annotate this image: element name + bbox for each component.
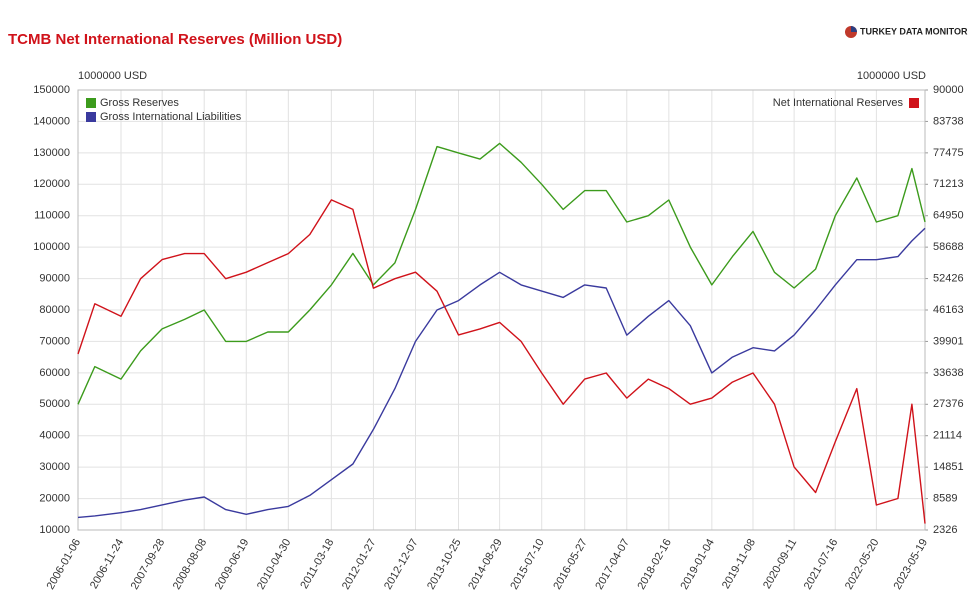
y2-tick-label: 90000 (933, 84, 964, 96)
y-tick-label: 90000 (39, 272, 70, 284)
x-tick-label: 2006-11-24 (88, 537, 126, 591)
x-tick-label: 2018-02-16 (635, 537, 674, 592)
legend-label: Net International Reserves (773, 97, 904, 109)
y2-tick-label: 77475 (933, 147, 964, 159)
x-tick-label: 2014-08-29 (466, 537, 505, 592)
y-unit-label: 1000000 USD (78, 70, 147, 82)
y-tick-label: 40000 (39, 430, 70, 442)
y2-tick-label: 64950 (933, 210, 964, 222)
brand-logo-part (851, 26, 857, 32)
y2-tick-label: 52426 (933, 272, 964, 284)
plot-frame (77, 89, 926, 531)
y2-tick-label: 83738 (933, 115, 964, 127)
y2-tick-label: 46163 (933, 304, 964, 316)
y2-tick-label: 71213 (933, 178, 964, 190)
legend-swatch (86, 98, 96, 108)
y2-tick-label: 27376 (933, 398, 964, 410)
legend-label: Gross Reserves (100, 97, 179, 109)
y2-tick-label: 58688 (933, 241, 964, 253)
y-tick-label: 100000 (33, 241, 70, 253)
y-tick-label: 70000 (39, 335, 70, 347)
legend-label: Gross International Liabilities (100, 111, 242, 123)
x-tick-label: 2010-04-30 (255, 537, 294, 592)
y-tick-label: 50000 (39, 398, 70, 410)
y2-tick-label: 39901 (933, 335, 964, 347)
x-tick-label: 2019-01-04 (678, 537, 717, 592)
x-tick-label: 2009-06-19 (213, 537, 252, 592)
y-tick-label: 10000 (39, 524, 70, 536)
series-line (77, 199, 926, 524)
y2-tick-label: 14851 (933, 461, 964, 473)
x-tick-label: 2022-05-20 (843, 537, 882, 592)
y-tick-label: 120000 (33, 178, 70, 190)
series-line (77, 142, 926, 405)
x-tick-label: 2017-04-07 (593, 537, 632, 592)
series-line (77, 227, 926, 519)
y-tick-label: 150000 (33, 84, 70, 96)
y-tick-label: 140000 (33, 115, 70, 127)
y2-tick-label: 21114 (933, 430, 962, 442)
x-tick-label: 2007-09-28 (129, 537, 168, 592)
x-tick-label: 2012-01-27 (340, 537, 379, 592)
x-tick-label: 2006-01-06 (45, 537, 84, 592)
x-tick-label: 2015-07-10 (508, 537, 547, 592)
x-tick-label: 2019-11-08 (720, 537, 758, 591)
brand: TURKEY DATA MONITOR (860, 26, 968, 36)
y-tick-label: 110000 (34, 210, 70, 222)
x-tick-label: 2008-08-08 (171, 537, 210, 592)
y-tick-label: 60000 (39, 367, 70, 379)
y-tick-label: 30000 (39, 461, 70, 473)
chart-title: TCMB Net International Reserves (Million… (8, 31, 342, 48)
x-tick-label: 2011-03-18 (298, 537, 336, 591)
legend-swatch (909, 98, 919, 108)
x-tick-label: 2020-09-11 (761, 537, 799, 591)
y2-tick-label: 33638 (933, 367, 964, 379)
y-tick-label: 80000 (39, 304, 70, 316)
y2-tick-label: 2326 (933, 524, 957, 536)
y2-unit-label: 1000000 USD (857, 70, 926, 82)
y-tick-label: 130000 (33, 147, 70, 159)
x-tick-label: 2016-05-27 (551, 537, 590, 592)
x-tick-label: 2013-10-25 (425, 537, 464, 592)
x-tick-label: 2021-07-16 (802, 537, 841, 592)
y2-tick-label: 8589 (933, 492, 957, 504)
y-tick-label: 20000 (39, 492, 70, 504)
x-tick-label: 2023-05-19 (892, 537, 931, 592)
x-tick-label: 2012-12-07 (382, 537, 421, 592)
legend-swatch (86, 112, 96, 122)
